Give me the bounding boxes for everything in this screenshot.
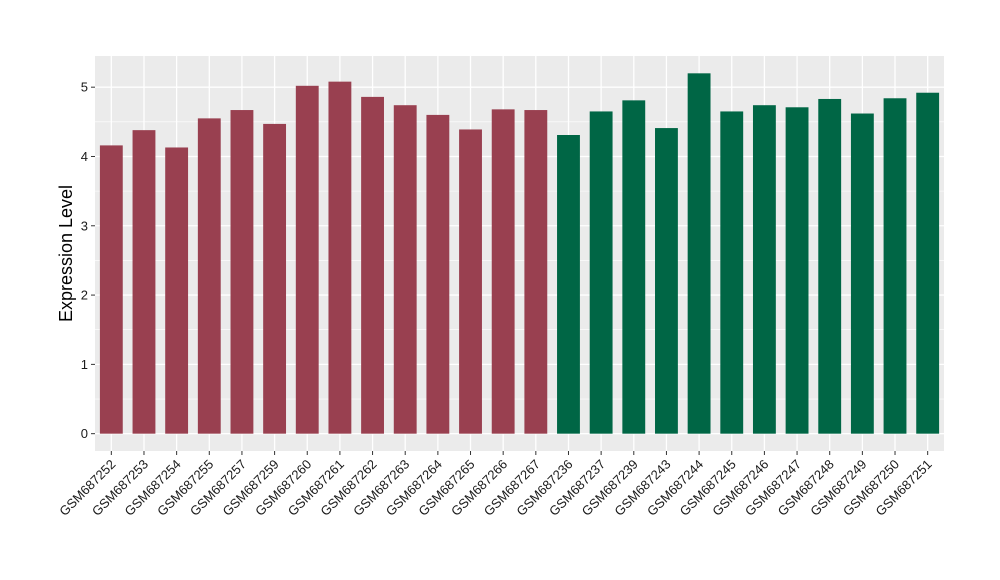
bar-GSM687246: [752, 105, 776, 434]
bar-GSM687250: [883, 98, 907, 434]
bar-GSM687239: [622, 100, 646, 434]
bar-GSM687257: [230, 110, 254, 434]
y-tick-label: 1: [81, 357, 88, 372]
bar-GSM687255: [197, 118, 221, 434]
y-tick-label: 4: [81, 149, 88, 164]
bar-GSM687247: [785, 107, 809, 434]
bar-GSM687252: [99, 145, 123, 434]
y-axis: 0 1 2 3 4 5: [81, 80, 95, 441]
bars: [99, 73, 940, 434]
bar-GSM687263: [393, 105, 417, 434]
bar-GSM687245: [720, 111, 744, 434]
bar-GSM687266: [491, 109, 515, 434]
bar-GSM687265: [459, 129, 482, 434]
bar-GSM687253: [132, 130, 156, 434]
plot-background: [95, 56, 944, 451]
bar-GSM687251: [916, 92, 940, 434]
bar-GSM687236: [557, 135, 580, 434]
bar-GSM687262: [361, 96, 384, 434]
bar-GSM687243: [655, 128, 678, 434]
bar-GSM687264: [426, 114, 450, 434]
y-tick-label: 0: [81, 426, 88, 441]
bar-GSM687249: [850, 113, 874, 434]
x-axis: GSM687252GSM687253GSM687254GSM687255GSM6…: [56, 451, 935, 519]
bar-GSM687237: [589, 111, 613, 434]
y-axis-title: Expression Level: [56, 185, 76, 322]
y-tick-label: 5: [81, 80, 88, 95]
bar-GSM687260: [295, 85, 319, 434]
bar-GSM687267: [524, 110, 548, 434]
y-tick-label: 2: [81, 288, 88, 303]
bar-GSM687259: [263, 123, 287, 434]
bar-GSM687244: [687, 73, 711, 434]
bar-GSM687261: [328, 81, 352, 434]
bar-GSM687248: [818, 98, 842, 434]
y-tick-label: 3: [81, 218, 88, 233]
bar-GSM687254: [165, 147, 189, 434]
